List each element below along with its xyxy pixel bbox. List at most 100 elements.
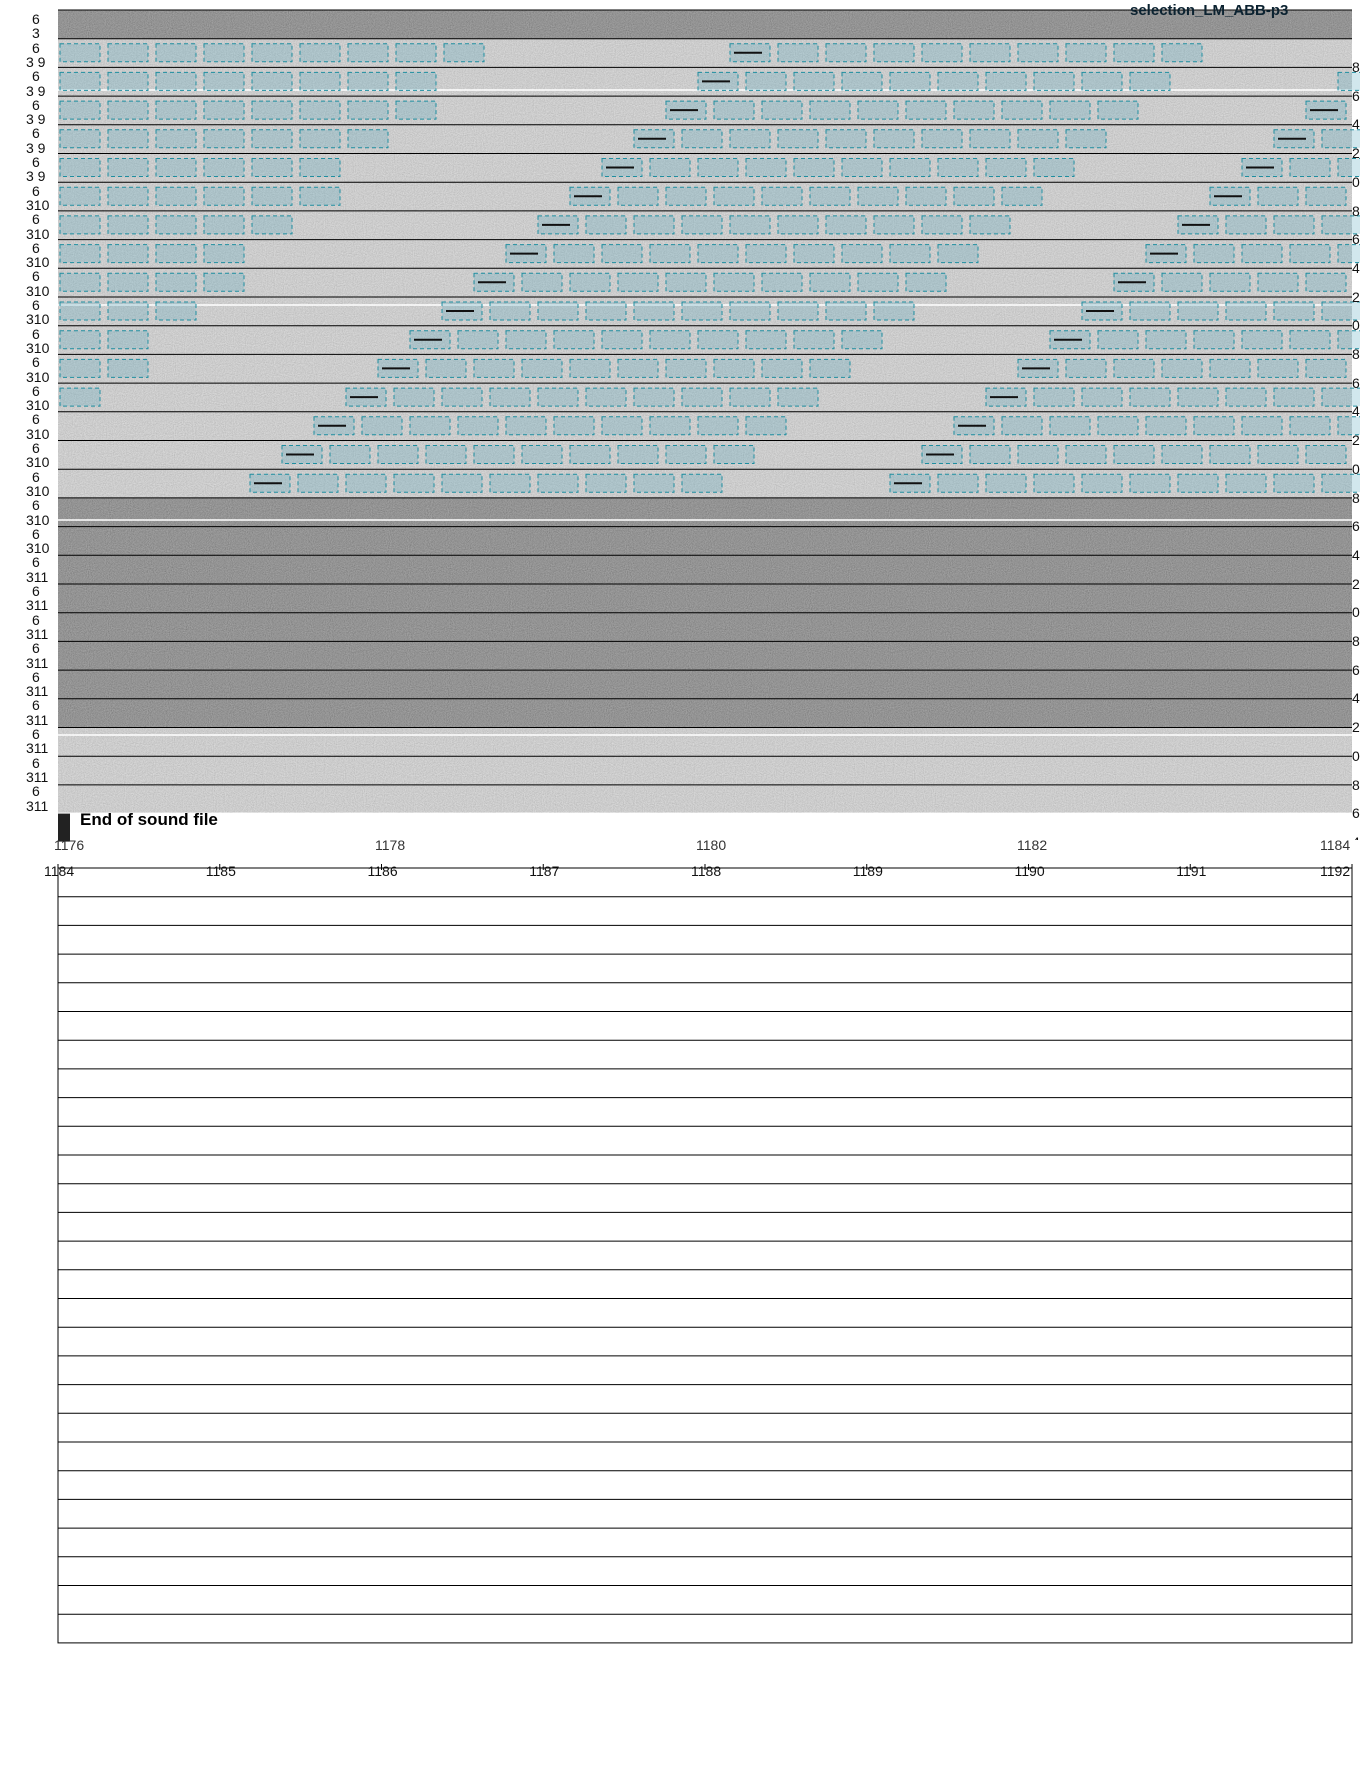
selection-box [489, 387, 531, 407]
selection-box [59, 43, 101, 63]
row-left-label: 6 [32, 211, 40, 228]
row-left-label: 311 [26, 740, 49, 757]
selection-box [107, 272, 149, 292]
selection-box [777, 129, 819, 149]
right-row-labels: 8 6 4 2 0 8 6 4 2 0 8 6 4 2 0 8 6 4 2 0 8 6 4 2 0 8 6 4 [1352, 0, 1360, 840]
selection-box [1337, 330, 1360, 350]
row-left-label: 6 [32, 11, 40, 27]
selection-box [1257, 186, 1299, 206]
selection-box [489, 301, 531, 321]
selection-box [713, 100, 755, 120]
row-left-label: 3 [32, 25, 40, 42]
row-left-label: 6 [32, 268, 40, 285]
row-left-label: 3 9 [26, 82, 46, 99]
selection-box [873, 43, 915, 63]
selection-box [841, 244, 883, 264]
axis-upper-tick-label: 1184 [1320, 837, 1351, 853]
row-left-label: 6 [32, 411, 40, 428]
row-right-label: 8 [1352, 776, 1360, 793]
row-right-label: 0 [1352, 173, 1360, 190]
selection-box [203, 244, 245, 264]
axis-tick-label: 1188 [691, 863, 722, 879]
selection-box [329, 445, 371, 464]
selection-box [889, 71, 931, 91]
selection-box [1001, 416, 1043, 436]
selection-box [681, 301, 723, 321]
selection-box [155, 71, 197, 91]
selection-box [745, 71, 787, 91]
row-left-label: 311 [26, 711, 49, 728]
selection-box [1225, 301, 1267, 321]
selection-box [425, 445, 467, 464]
row-left-label: 310 [26, 454, 50, 471]
selection-box [953, 100, 995, 120]
selection-box [617, 272, 659, 292]
row-left-label: 3 9 [26, 139, 46, 156]
selection-box [841, 71, 883, 91]
selection-box [489, 473, 531, 493]
selection-box [251, 215, 293, 235]
selection-box [697, 244, 739, 264]
selection-box [299, 158, 341, 177]
selection-box [665, 445, 707, 464]
selection-box [1273, 387, 1315, 407]
selection-box [569, 358, 611, 378]
selection-box [617, 186, 659, 206]
selection-box [873, 129, 915, 149]
selection-box [1337, 158, 1360, 177]
selection-box [107, 43, 149, 63]
selection-box [1225, 215, 1267, 235]
selection-box [1065, 445, 1107, 464]
selection-box [1241, 244, 1283, 264]
selection-box [59, 272, 101, 292]
selection-box [1049, 100, 1091, 120]
spectrogram-row [58, 698, 1352, 728]
selection-box [251, 158, 293, 177]
row-left-label: 311 [26, 597, 49, 614]
selection-box [905, 186, 947, 206]
selection-box [393, 387, 435, 407]
selection-box [649, 158, 691, 177]
selection-box [1129, 473, 1171, 493]
axis-tick-label: 1189 [852, 863, 883, 879]
selection-box [857, 272, 899, 292]
selection-box [1177, 473, 1219, 493]
row-left-label: 6 [32, 583, 40, 599]
row-left-label: 3 9 [26, 53, 46, 70]
row-left-label: 6 [32, 39, 40, 56]
selection-box [1161, 272, 1203, 292]
selection-box [729, 215, 771, 235]
selection-box [633, 387, 675, 407]
selection-box [537, 301, 579, 321]
row-right-label: 4 [1352, 546, 1360, 563]
row-left-label: 6 [32, 468, 40, 485]
selection-box [347, 100, 389, 120]
selection-box [345, 473, 387, 493]
row-left-label: 6 [32, 239, 40, 256]
selection-box [1321, 301, 1360, 321]
selection-box [777, 301, 819, 321]
selection-box [203, 43, 245, 63]
selection-box [59, 100, 101, 120]
selection-box [409, 416, 451, 436]
selection-box [617, 445, 659, 464]
row-left-label: 3 9 [26, 111, 46, 128]
selection-box [1129, 387, 1171, 407]
selection-box [585, 387, 627, 407]
row-left-label: 310 [26, 511, 50, 528]
selection-box [937, 244, 979, 264]
selection-box [569, 445, 611, 464]
selection-box [857, 100, 899, 120]
row-left-label: 310 [26, 425, 50, 442]
selection-box [857, 186, 899, 206]
selection-box [601, 416, 643, 436]
selection-box [1241, 330, 1283, 350]
selection-box [937, 473, 979, 493]
row-left-label: 310 [26, 482, 50, 499]
spectrogram-row [58, 612, 1352, 642]
row-left-label: 6 [32, 154, 40, 170]
selection-box [665, 358, 707, 378]
